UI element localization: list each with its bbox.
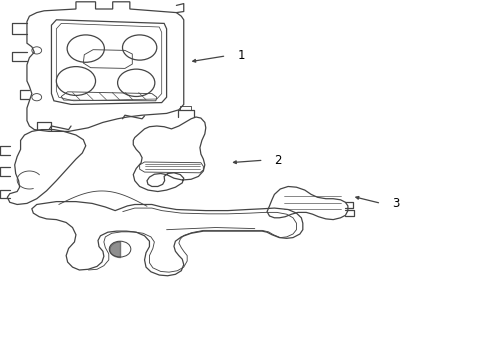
Text: 2: 2: [274, 154, 282, 167]
Text: 1: 1: [238, 49, 245, 62]
Text: 3: 3: [392, 197, 399, 210]
